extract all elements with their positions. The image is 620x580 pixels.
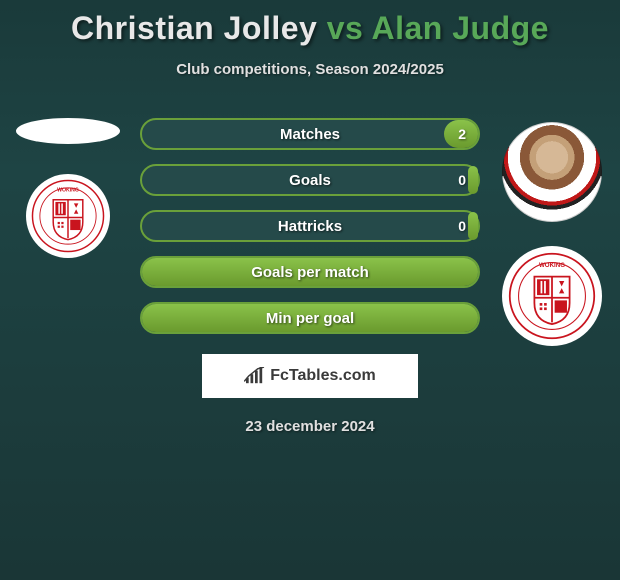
player2-column: WOKING [492, 118, 612, 346]
brand-label: FcTables.com [270, 367, 376, 385]
brand-box: FcTables.com [202, 354, 418, 398]
club-crest-icon: WOKING [31, 179, 105, 253]
compare-row: Matches2 [140, 118, 480, 150]
bar-fill-right [444, 120, 478, 148]
svg-text:WOKING: WOKING [539, 262, 565, 269]
player2-club-crest: WOKING [502, 246, 602, 346]
bar-fill-right [142, 258, 478, 286]
compare-row: Hattricks0 [140, 210, 480, 242]
vs-label: vs [327, 10, 364, 46]
bar-fill-right [468, 212, 478, 240]
club-crest-icon: WOKING [508, 252, 596, 340]
page-title: Christian Jolley vs Alan Judge [0, 0, 620, 47]
subtitle: Club competitions, Season 2024/2025 [0, 61, 620, 78]
player2-name: Alan Judge [372, 10, 549, 46]
bar-track [140, 210, 480, 242]
compare-row: Goals0 [140, 164, 480, 196]
compare-content: WOKING [0, 118, 620, 435]
player1-column: WOKING [8, 118, 128, 258]
player1-avatar [16, 118, 120, 144]
date-line: 23 december 2024 [0, 418, 620, 435]
compare-row: Min per goal [140, 302, 480, 334]
player1-name: Christian Jolley [71, 10, 317, 46]
chart-icon [244, 367, 266, 385]
bar-fill-right [142, 304, 478, 332]
player1-club-crest: WOKING [26, 174, 110, 258]
svg-text:WOKING: WOKING [57, 188, 79, 194]
bar-track [140, 164, 480, 196]
compare-bars: Matches2 Goals0 Hattricks0 Goals per match M… [140, 118, 480, 334]
compare-row: Goals per match [140, 256, 480, 288]
bar-track [140, 118, 480, 150]
player2-avatar [502, 122, 602, 222]
bar-fill-right [468, 166, 478, 194]
